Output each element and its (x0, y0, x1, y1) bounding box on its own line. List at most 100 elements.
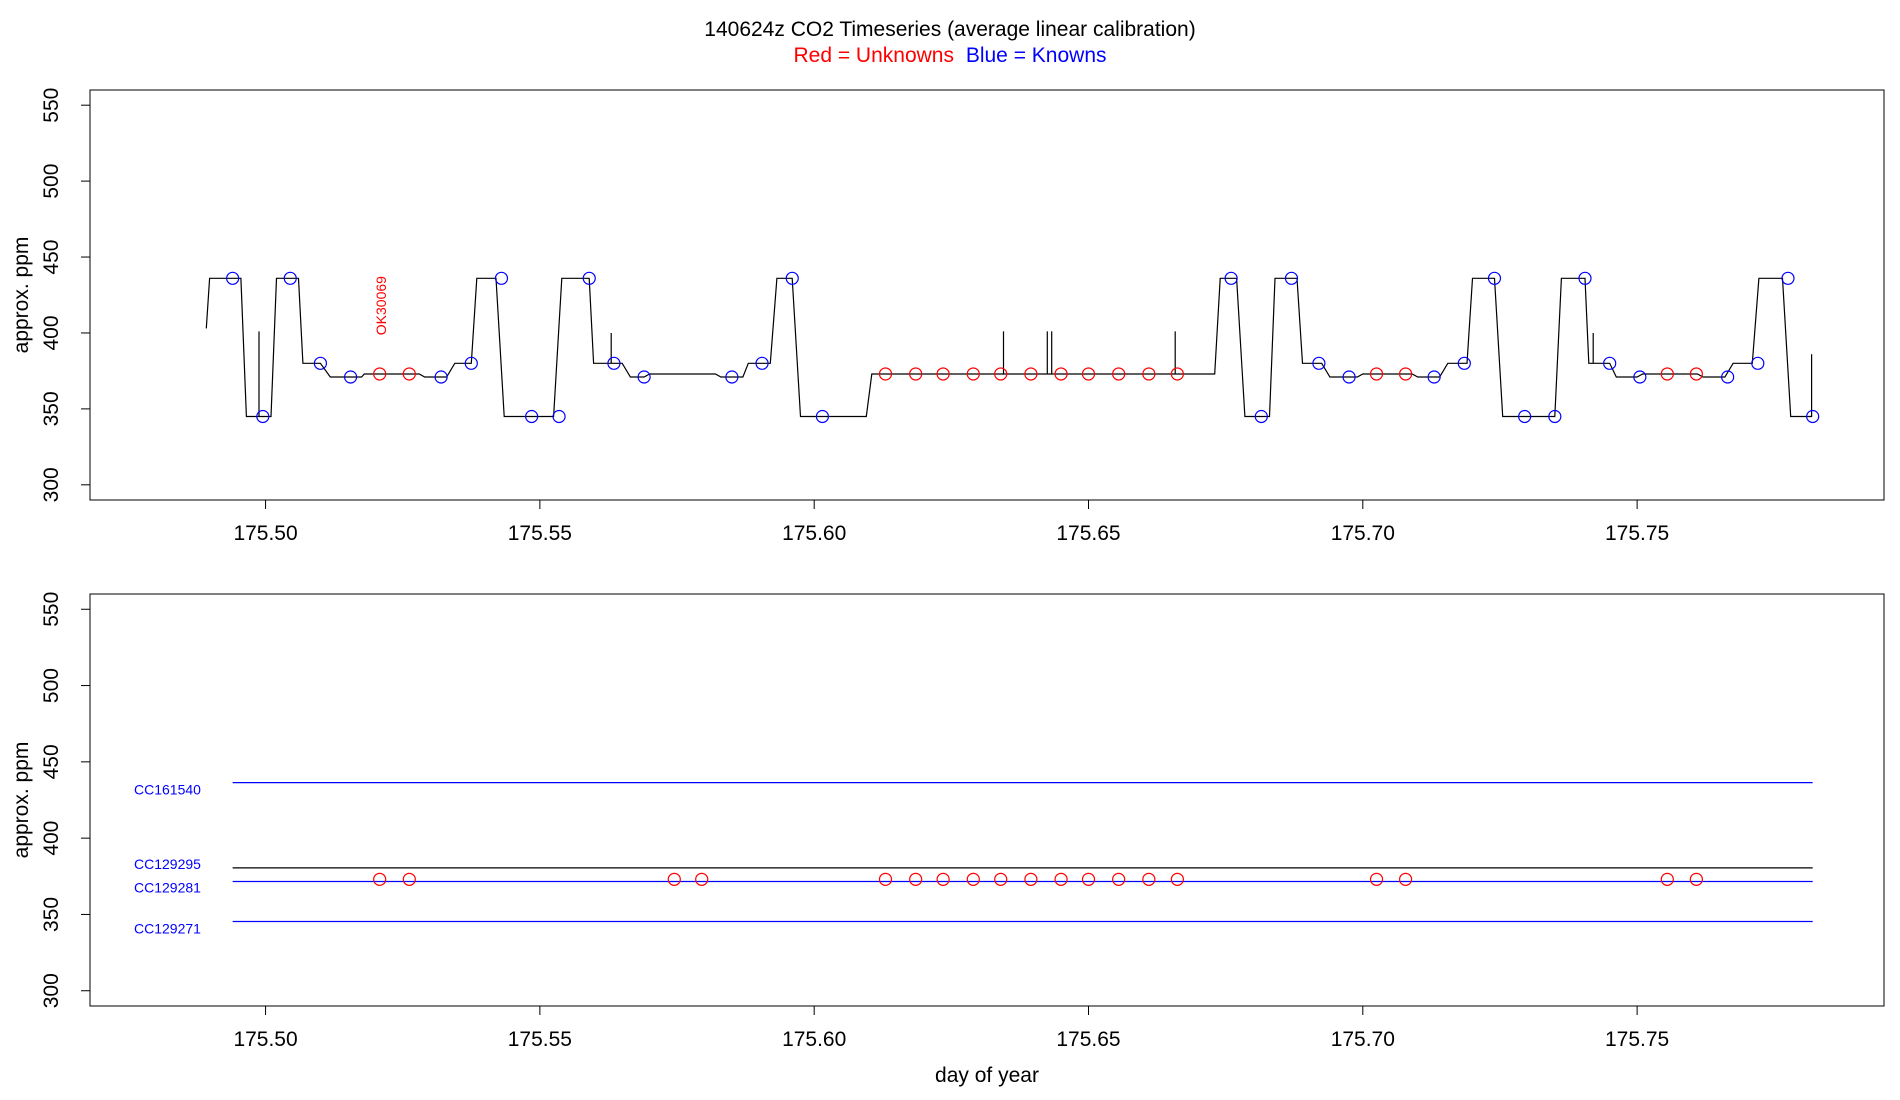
top-known-point (607, 356, 621, 370)
top-x-tick-label: 175.70 (1331, 522, 1395, 545)
bottom-unknown-point (1081, 872, 1096, 886)
top-known-point (1633, 370, 1647, 384)
bottom-x-axis-label: day of year (935, 1064, 1039, 1087)
top-unknown-point (1689, 367, 1703, 381)
bottom-unknown-point (402, 872, 416, 886)
bottom-unknown-point (1142, 872, 1156, 886)
bottom-unknown-point (1024, 872, 1038, 886)
top-unknown-point (1054, 367, 1068, 381)
top-unknown-point (1398, 367, 1413, 381)
top-sample-annotation: OK30069 (373, 276, 389, 335)
top-known-point (637, 370, 651, 384)
top-unknown-point (1024, 367, 1038, 381)
top-unknown-point (1112, 367, 1126, 381)
bottom-y-tick-label: 500 (40, 668, 63, 703)
top-unknown-point (994, 367, 1008, 381)
top-known-point (343, 370, 358, 384)
top-known-point (256, 409, 270, 424)
top-x-tick-label: 175.60 (782, 522, 846, 545)
chart-subtitle-legend: Red = Unknowns Blue = Knowns (793, 44, 1106, 67)
top-unknown-point (909, 367, 923, 381)
top-known-point (1548, 409, 1562, 424)
top-y-tick-label: 450 (40, 240, 63, 275)
top-known-point (1603, 356, 1617, 370)
bottom-y-tick-label: 450 (40, 744, 63, 779)
top-known-point (1224, 271, 1238, 285)
bottom-unknown-point (966, 872, 980, 886)
top-known-point (1284, 271, 1299, 285)
top-known-point (226, 271, 240, 285)
top-known-point (1487, 271, 1502, 285)
top-unknown-point (402, 367, 416, 381)
bottom-x-tick-label: 175.75 (1605, 1028, 1669, 1051)
top-known-point (582, 271, 596, 285)
bottom-unknown-point (994, 872, 1008, 886)
bottom-unknown-point (1170, 872, 1184, 886)
bottom-reference-label: CC129281 (134, 879, 201, 895)
bottom-y-tick-label: 550 (40, 592, 63, 627)
top-known-point (1721, 370, 1735, 384)
top-x-tick-label: 175.65 (1056, 522, 1120, 545)
top-known-point (1518, 409, 1532, 424)
top-known-point (1427, 370, 1441, 384)
top-known-point (494, 271, 509, 285)
bottom-x-tick-label: 175.65 (1056, 1028, 1120, 1051)
bottom-unknown-point (909, 872, 923, 886)
bottom-unknown-point (936, 872, 950, 886)
top-unknown-point (966, 367, 980, 381)
top-unknown-point (1142, 367, 1156, 381)
bottom-y-tick-label: 350 (40, 897, 63, 932)
top-known-point (1781, 271, 1795, 285)
top-y-tick-label: 350 (40, 391, 63, 426)
top-panel: 175.50 175.55 175.60 175.65 175.70 175.75 300 3… (10, 88, 1885, 545)
top-known-point (525, 409, 539, 424)
top-known-point (815, 409, 830, 424)
bottom-x-tick-label: 175.55 (508, 1028, 572, 1051)
top-x-tick-label: 175.55 (508, 522, 572, 545)
bottom-y-tick-label: 300 (40, 973, 63, 1008)
top-known-point (1806, 409, 1820, 424)
top-known-point (1578, 271, 1592, 285)
top-known-point (725, 370, 739, 384)
bottom-panel: 175.50 175.55 175.60 175.65 175.70 175.75 300 3… (10, 592, 1885, 1087)
legend-knowns: Blue = Knowns (966, 44, 1107, 67)
bottom-unknown-point (1660, 872, 1674, 886)
bottom-reference-label: CC129295 (134, 856, 201, 872)
top-known-point (464, 356, 478, 370)
bottom-x-tick-label: 175.60 (782, 1028, 846, 1051)
top-known-point (552, 409, 566, 424)
bottom-unknown-point (695, 872, 709, 886)
top-known-point (434, 370, 448, 384)
top-unknown-point (1170, 367, 1184, 381)
top-x-tick-label: 175.50 (233, 522, 297, 545)
bottom-y-tick-label: 400 (40, 821, 63, 856)
top-y-tick-label: 550 (40, 88, 63, 123)
top-known-point (1312, 356, 1326, 370)
top-unknown-point (1081, 367, 1096, 381)
bottom-reference-label: CC129271 (134, 920, 201, 936)
bottom-unknown-point (667, 872, 681, 886)
bottom-plot-frame (89, 593, 1885, 1007)
legend-unknowns: Red = Unknowns (793, 44, 954, 67)
bottom-unknown-point (1689, 872, 1703, 886)
top-known-point (785, 271, 799, 285)
top-unknown-point (1660, 367, 1674, 381)
bottom-unknown-point (1398, 872, 1413, 886)
top-known-point (313, 356, 328, 370)
top-unknown-point (936, 367, 950, 381)
bottom-x-tick-label: 175.70 (1331, 1028, 1395, 1051)
top-known-point (1254, 409, 1268, 424)
bottom-x-tick-label: 175.50 (233, 1028, 297, 1051)
top-plot-frame (89, 89, 1885, 501)
bottom-y-axis-label: approx. ppm (10, 742, 33, 859)
top-unknown-point (878, 367, 893, 381)
top-y-tick-label: 300 (40, 467, 63, 502)
bottom-unknown-point (1054, 872, 1068, 886)
top-y-axis-label: approx. ppm (10, 237, 33, 354)
top-known-point (1342, 370, 1356, 384)
top-x-tick-label: 175.75 (1605, 522, 1669, 545)
top-known-point (283, 271, 297, 285)
top-y-tick-label: 500 (40, 164, 63, 199)
